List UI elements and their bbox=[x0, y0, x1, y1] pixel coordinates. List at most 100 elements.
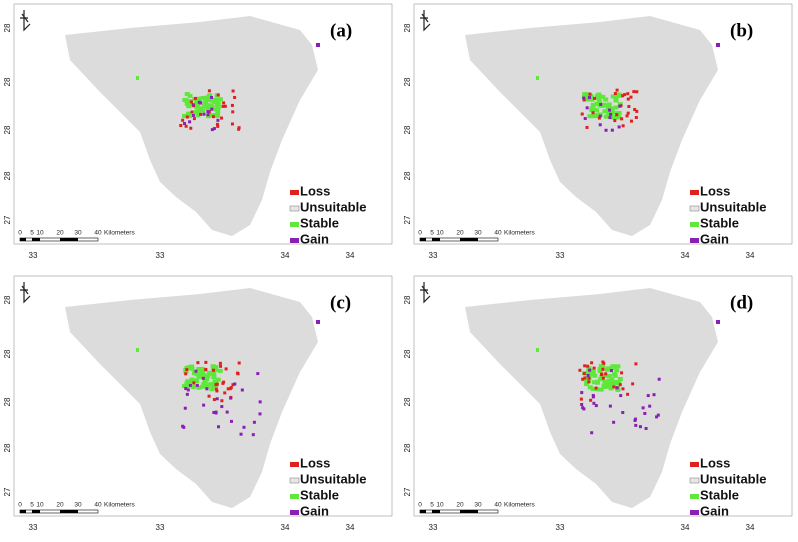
gain-pixel bbox=[615, 386, 619, 390]
gain-pixel bbox=[186, 388, 190, 392]
loss-pixel bbox=[635, 109, 639, 113]
loss-pixel bbox=[626, 392, 630, 396]
stable-pixel bbox=[596, 92, 602, 97]
loss-pixel bbox=[602, 361, 606, 365]
stable-pixel bbox=[182, 113, 188, 118]
gain-pixel bbox=[188, 383, 192, 387]
stable-pixel bbox=[584, 94, 590, 99]
x-tick-label: 34 bbox=[681, 523, 690, 532]
stable-pixel bbox=[204, 95, 210, 100]
gain-pixel bbox=[197, 100, 201, 104]
north-arrow bbox=[20, 10, 31, 32]
legend-swatch bbox=[290, 462, 299, 467]
stable-pixel bbox=[607, 109, 613, 114]
scale-label: 10 bbox=[36, 502, 44, 509]
region-shape bbox=[465, 16, 718, 236]
legend-label: Loss bbox=[300, 183, 330, 198]
legend-swatch bbox=[690, 462, 699, 467]
loss-pixel bbox=[196, 361, 200, 365]
scale-label: Kilometers bbox=[504, 502, 535, 509]
gain-pixel bbox=[608, 404, 612, 408]
loss-pixel bbox=[585, 125, 589, 129]
stable-pixel bbox=[136, 348, 139, 352]
stable-pixel bbox=[210, 364, 216, 369]
stable-pixel bbox=[536, 348, 539, 352]
loss-pixel bbox=[618, 383, 622, 387]
y-tick-label: 28 bbox=[403, 443, 412, 452]
stable-pixel bbox=[186, 114, 192, 119]
gain-pixel bbox=[195, 383, 199, 387]
legend-label: Gain bbox=[700, 231, 729, 246]
stable-pixel bbox=[617, 102, 623, 107]
stable-pixel bbox=[587, 114, 593, 119]
loss-pixel bbox=[229, 386, 233, 390]
gain-pixel bbox=[582, 96, 586, 100]
scale-label: 40 bbox=[94, 502, 102, 509]
x-tick-label: 34 bbox=[746, 523, 755, 532]
stable-pixel bbox=[199, 373, 205, 378]
scale-bar bbox=[419, 509, 499, 514]
scale-label: 0 bbox=[18, 502, 22, 509]
loss-pixel bbox=[597, 116, 601, 120]
stable-pixel bbox=[593, 114, 599, 119]
loss-pixel bbox=[223, 104, 227, 108]
north-arrow bbox=[420, 282, 431, 304]
loss-pixel bbox=[632, 90, 636, 94]
gain-pixel bbox=[256, 372, 260, 376]
stable-pixel bbox=[207, 371, 213, 376]
x-tick-label: 34 bbox=[346, 251, 355, 260]
loss-pixel bbox=[184, 372, 188, 376]
stable-pixel bbox=[602, 379, 608, 384]
loss-pixel bbox=[231, 383, 235, 387]
scale-label: 20 bbox=[456, 502, 464, 509]
y-tick-label: 28 bbox=[3, 77, 12, 86]
loss-pixel bbox=[587, 376, 591, 380]
gain-pixel bbox=[587, 96, 591, 100]
loss-pixel bbox=[612, 385, 616, 389]
scale-label: 10 bbox=[436, 502, 444, 509]
scale-bar bbox=[19, 509, 99, 514]
stable-pixel bbox=[185, 111, 191, 116]
stable-pixel bbox=[185, 384, 191, 389]
loss-pixel bbox=[588, 92, 592, 96]
gain-pixel bbox=[215, 397, 219, 401]
stable-pixel bbox=[609, 377, 615, 382]
scale-label: 10 bbox=[36, 230, 44, 237]
stable-pixel bbox=[187, 365, 193, 370]
y-tick-label: 28 bbox=[403, 125, 412, 134]
loss-pixel bbox=[583, 364, 587, 368]
stable-pixel bbox=[599, 374, 605, 379]
loss-pixel bbox=[237, 361, 241, 365]
scale-label: 40 bbox=[94, 230, 102, 237]
stable-pixel bbox=[601, 102, 607, 107]
gain-pixel bbox=[220, 405, 224, 409]
loss-pixel bbox=[222, 380, 226, 384]
loss-pixel bbox=[189, 126, 193, 130]
gain-pixel bbox=[604, 128, 608, 132]
scale-label: Kilometers bbox=[104, 230, 135, 237]
stable-pixel bbox=[536, 76, 539, 80]
stable-pixel bbox=[201, 382, 207, 387]
loss-pixel bbox=[599, 373, 603, 377]
loss-pixel bbox=[615, 88, 619, 92]
north-arrow bbox=[420, 10, 431, 32]
loss-pixel bbox=[192, 117, 196, 121]
loss-pixel bbox=[634, 362, 638, 366]
loss-pixel bbox=[185, 368, 189, 372]
legend-swatch bbox=[290, 222, 299, 227]
gain-pixel bbox=[644, 427, 648, 431]
loss-pixel bbox=[216, 124, 220, 128]
loss-pixel bbox=[230, 122, 234, 126]
gain-pixel bbox=[210, 128, 214, 132]
stable-pixel bbox=[209, 387, 215, 392]
stable-pixel bbox=[612, 373, 618, 378]
loss-pixel bbox=[184, 124, 188, 128]
gain-pixel bbox=[181, 424, 185, 428]
scale-bar-segment bbox=[420, 510, 426, 513]
stable-pixel bbox=[206, 97, 212, 102]
loss-pixel bbox=[237, 127, 241, 131]
stable-pixel bbox=[585, 92, 591, 97]
gain-pixel bbox=[184, 387, 188, 391]
legend-swatch bbox=[690, 494, 699, 499]
